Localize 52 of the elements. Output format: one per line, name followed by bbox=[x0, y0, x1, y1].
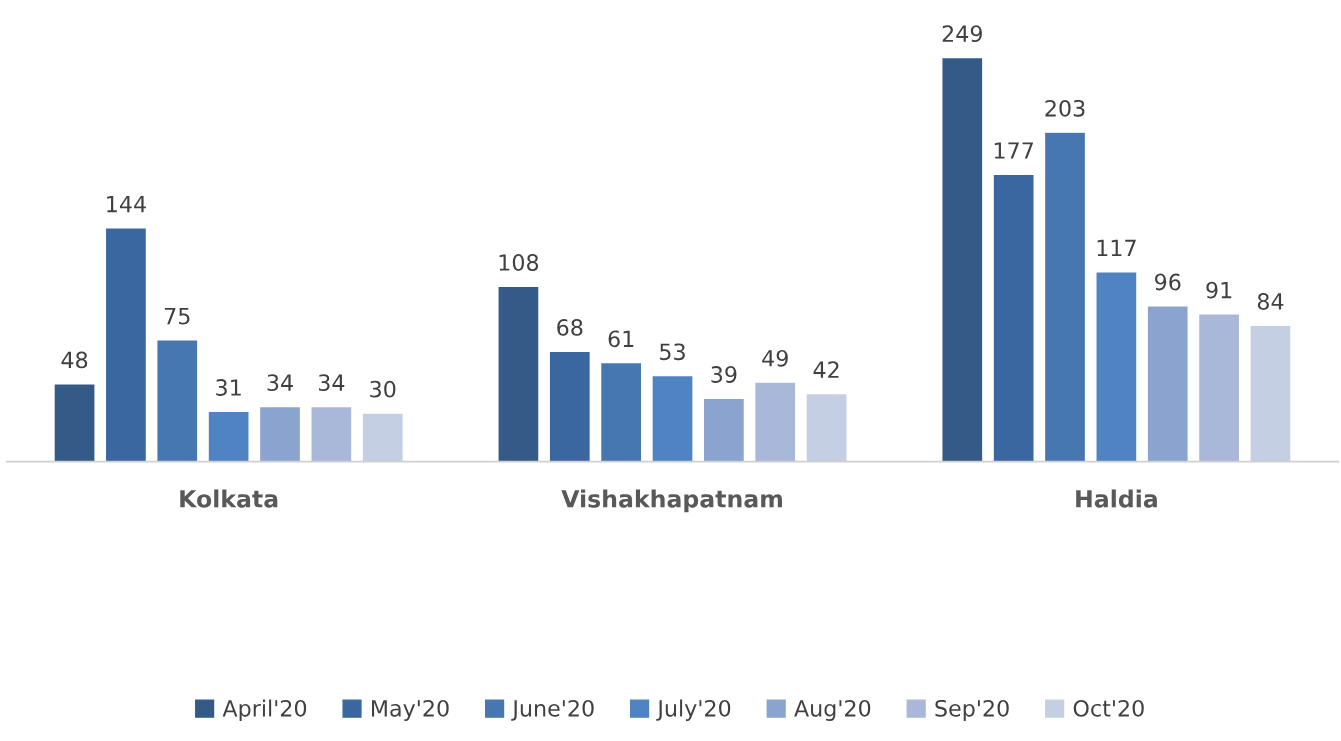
data-label: 49 bbox=[762, 349, 788, 367]
data-label: 30 bbox=[370, 380, 396, 398]
bar bbox=[805, 392, 848, 462]
data-label: 39 bbox=[711, 366, 737, 383]
legend-label: May'20 bbox=[372, 699, 449, 721]
bar bbox=[992, 173, 1035, 462]
x-tick-label: Vishakhapatnam bbox=[561, 489, 782, 513]
data-label: 117 bbox=[1097, 239, 1136, 256]
data-label: 96 bbox=[1155, 273, 1181, 291]
data-label: 31 bbox=[216, 379, 241, 396]
legend-label: Sep'20 bbox=[935, 699, 1009, 721]
bar bbox=[104, 227, 148, 462]
data-label: 75 bbox=[164, 307, 190, 325]
bar bbox=[361, 412, 404, 462]
data-label: 61 bbox=[608, 330, 634, 348]
bar bbox=[941, 56, 984, 462]
data-label: 108 bbox=[499, 254, 539, 271]
legend-label: July'20 bbox=[656, 699, 731, 721]
legend-label: Oct'20 bbox=[1073, 699, 1144, 717]
bar bbox=[1043, 131, 1087, 462]
data-label: 84 bbox=[1257, 293, 1284, 310]
data-label: 34 bbox=[318, 374, 345, 392]
data-label: 177 bbox=[994, 142, 1033, 159]
data-label: 249 bbox=[942, 25, 982, 43]
bar bbox=[702, 397, 746, 462]
bar bbox=[1095, 271, 1138, 462]
x-tick-label: Kolkata bbox=[180, 489, 278, 508]
bar bbox=[651, 374, 694, 462]
data-label: 203 bbox=[1045, 99, 1085, 117]
legend-label: Aug'20 bbox=[794, 699, 871, 721]
bar bbox=[258, 405, 302, 462]
data-label: 34 bbox=[267, 374, 293, 392]
data-label: 42 bbox=[813, 361, 839, 378]
bar bbox=[753, 381, 797, 462]
data-label: 53 bbox=[660, 343, 685, 361]
data-label: 144 bbox=[107, 195, 146, 213]
legend-label: April'20 bbox=[222, 699, 307, 721]
bar bbox=[599, 361, 643, 462]
legend-label: June'20 bbox=[511, 699, 594, 721]
bar bbox=[156, 339, 199, 462]
data-label: 68 bbox=[557, 319, 583, 336]
bar bbox=[310, 405, 353, 462]
bar bbox=[497, 285, 540, 462]
bar bbox=[53, 383, 96, 462]
data-label: 91 bbox=[1206, 281, 1232, 299]
bar bbox=[1249, 324, 1292, 462]
bar bbox=[1197, 313, 1241, 462]
bar bbox=[207, 410, 250, 462]
bar bbox=[1146, 305, 1189, 462]
x-tick-label: Haldia bbox=[1076, 489, 1157, 508]
bar bbox=[548, 350, 592, 462]
data-label: 48 bbox=[61, 351, 88, 369]
